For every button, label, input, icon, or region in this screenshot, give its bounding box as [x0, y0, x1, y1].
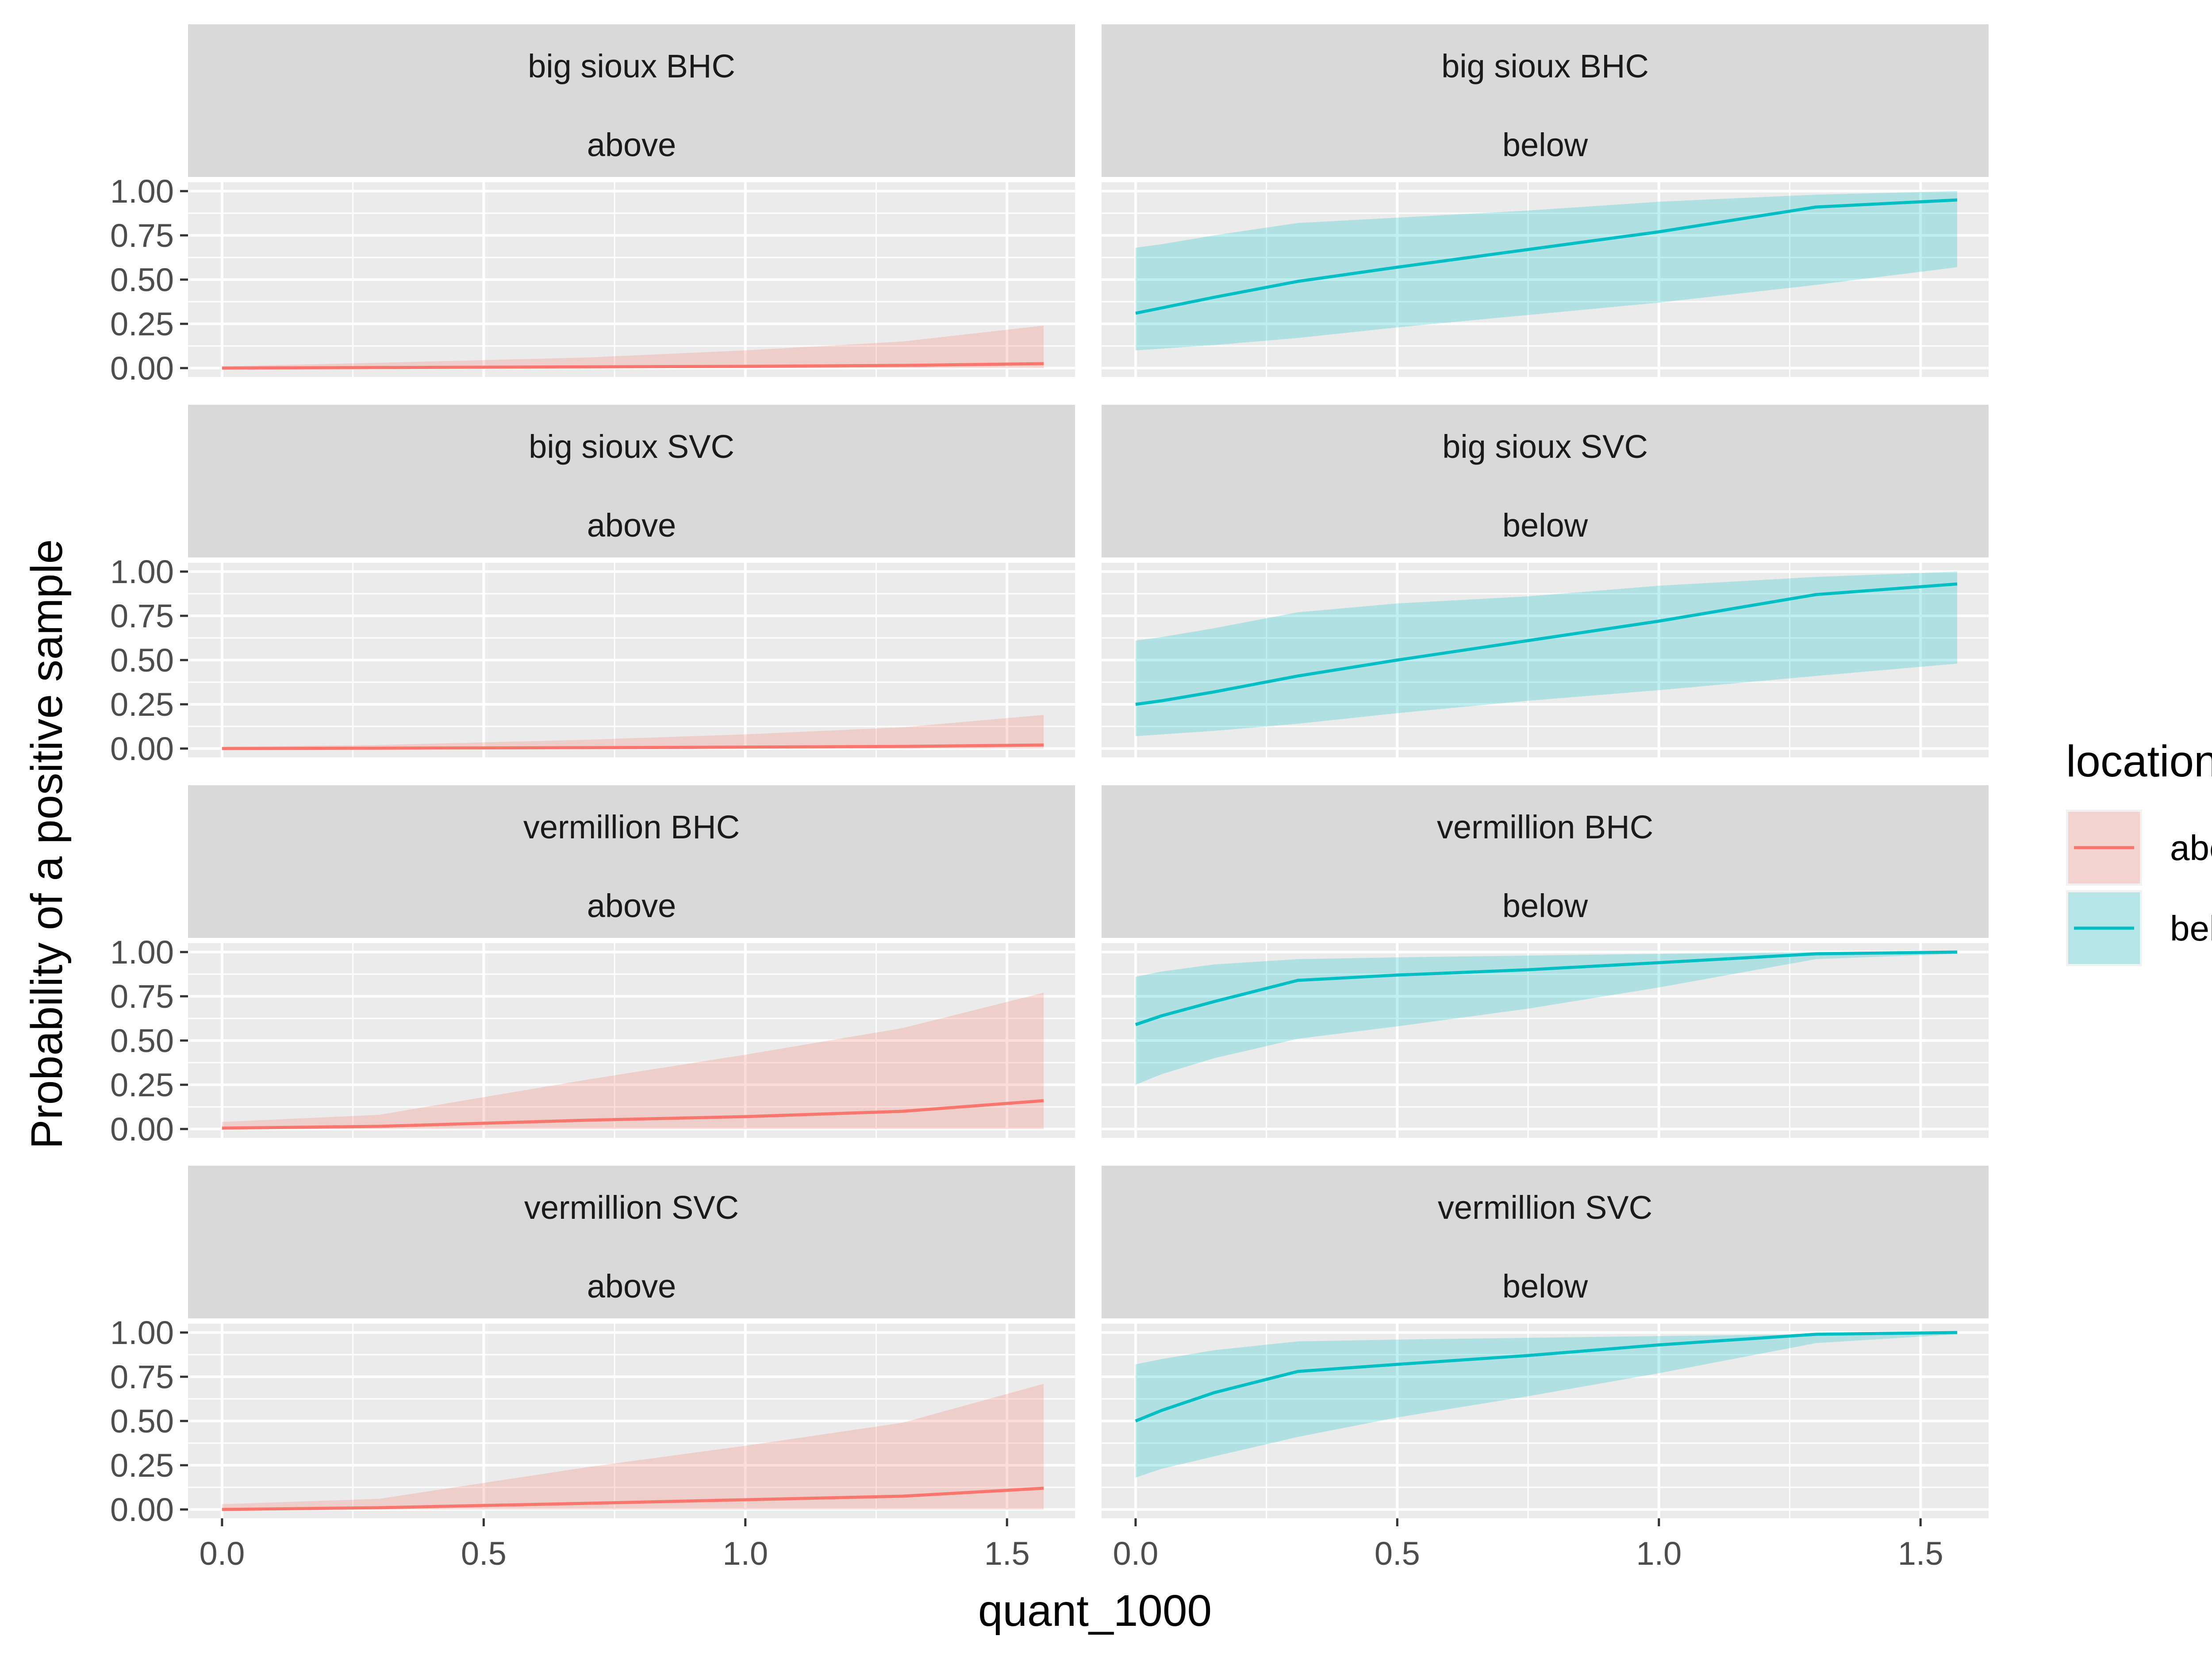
y-tick-label: 1.00 — [110, 1314, 174, 1351]
confidence-ribbon — [1135, 191, 1957, 350]
y-tick-label: 0.00 — [110, 350, 174, 387]
facet-strip — [1102, 24, 1989, 177]
facet-strip-label: vermillion SVC — [1438, 1189, 1652, 1226]
facet-strip-sublabel: above — [587, 127, 676, 163]
y-tick-label: 0.75 — [110, 1359, 174, 1395]
facet-strip — [1102, 405, 1989, 557]
confidence-ribbon — [222, 326, 1044, 368]
y-axis-title: Probability of a positive sample — [22, 539, 72, 1149]
facet-strip-label: big sioux BHC — [1441, 48, 1649, 84]
facet-strip — [188, 24, 1075, 177]
x-tick-label: 0.5 — [1375, 1535, 1420, 1572]
series-line — [1135, 582, 1958, 706]
y-tick-label: 0.00 — [110, 1491, 174, 1528]
facet-grid: big sioux BHCabove0.000.250.500.751.00bi… — [110, 24, 1989, 1572]
facet-strip-sublabel: above — [587, 887, 676, 924]
legend-title: location — [2066, 737, 2212, 786]
y-tick-label: 0.25 — [110, 1447, 174, 1484]
legend-item: below — [2066, 890, 2212, 966]
y-tick-label: 0.50 — [110, 1022, 174, 1059]
facet-strip-sublabel: above — [587, 1268, 676, 1305]
facet-strip-label: big sioux SVC — [529, 428, 734, 465]
y-tick-label: 0.75 — [110, 978, 174, 1015]
legend-item: above — [2066, 810, 2212, 886]
x-axis-title: quant_1000 — [978, 1586, 1212, 1636]
series-line — [1135, 950, 1958, 1026]
series-line — [222, 1486, 1044, 1511]
facet-strip-label: vermillion SVC — [524, 1189, 739, 1226]
legend: location above below — [2066, 737, 2212, 966]
y-tick-label: 1.00 — [110, 553, 174, 590]
y-tick-label: 0.25 — [110, 686, 174, 723]
facet-panel: big sioux BHC below — [1102, 24, 1989, 377]
confidence-ribbon — [222, 1384, 1044, 1509]
y-tick-label: 0.25 — [110, 306, 174, 342]
y-tick-label: 0.00 — [110, 1111, 174, 1148]
y-tick-label: 0.50 — [110, 261, 174, 298]
facet-panel: vermillion BHC below — [1102, 785, 1989, 1138]
x-tick-label: 0.0 — [1113, 1535, 1158, 1572]
legend-label: above — [2170, 828, 2212, 868]
facet-strip-sublabel: below — [1502, 887, 1588, 924]
series-line — [222, 743, 1044, 750]
series-line — [1135, 198, 1958, 315]
facet-strip-label: vermillion BHC — [523, 809, 740, 845]
facet-strip — [188, 1166, 1075, 1318]
facet-strip — [188, 405, 1075, 557]
confidence-ribbon — [222, 715, 1044, 749]
facet-strip — [188, 785, 1075, 938]
y-tick-label: 0.75 — [110, 217, 174, 254]
facet-panel: big sioux SVC above 0.00 0.25 0.50 0.75 1.00 — [110, 405, 1075, 767]
y-tick-label: 0.50 — [110, 642, 174, 679]
y-tick-label: 0.00 — [110, 730, 174, 767]
legend-label: below — [2170, 909, 2212, 948]
facet-strip — [1102, 785, 1989, 938]
confidence-ribbon — [222, 993, 1044, 1129]
series-line — [1135, 1331, 1958, 1423]
confidence-ribbon — [1135, 952, 1957, 1085]
facet-panel: vermillion SVC below 0.0 0.5 1.0 1.5 — [1102, 1166, 1989, 1572]
facet-panel: big sioux SVC below — [1102, 405, 1989, 757]
facet-panel: vermillion SVC above 0.00 0.25 0.50 0.75 1.00 0… — [110, 1166, 1075, 1572]
y-tick-label: 0.75 — [110, 598, 174, 634]
series-line — [222, 362, 1044, 370]
confidence-ribbon — [1135, 572, 1957, 736]
facet-strip — [1102, 1166, 1989, 1318]
x-tick-label: 1.5 — [1898, 1535, 1943, 1572]
facet-strip-label: vermillion BHC — [1437, 809, 1653, 845]
y-tick-label: 0.50 — [110, 1403, 174, 1440]
facet-panel: big sioux BHC above 0.00 0.25 0.50 0.75 1.00 — [110, 24, 1075, 387]
facet-strip-sublabel: below — [1502, 1268, 1588, 1305]
x-tick-label: 0.0 — [199, 1535, 245, 1572]
y-tick-label: 1.00 — [110, 173, 174, 210]
facet-strip-sublabel: below — [1502, 507, 1588, 544]
x-tick-label: 1.0 — [1636, 1535, 1682, 1572]
series-line — [222, 1099, 1044, 1130]
y-tick-label: 0.25 — [110, 1067, 174, 1103]
x-tick-label: 1.0 — [722, 1535, 768, 1572]
facet-strip-label: big sioux BHC — [528, 48, 735, 84]
facet-strip-sublabel: below — [1502, 127, 1588, 163]
x-tick-label: 0.5 — [461, 1535, 507, 1572]
facet-strip-label: big sioux SVC — [1442, 428, 1648, 465]
facet-panel: vermillion BHC above 0.00 0.25 0.50 0.75 1.00 — [110, 785, 1075, 1148]
y-tick-label: 1.00 — [110, 934, 174, 971]
x-tick-label: 1.5 — [984, 1535, 1030, 1572]
facet-strip-sublabel: above — [587, 507, 676, 544]
